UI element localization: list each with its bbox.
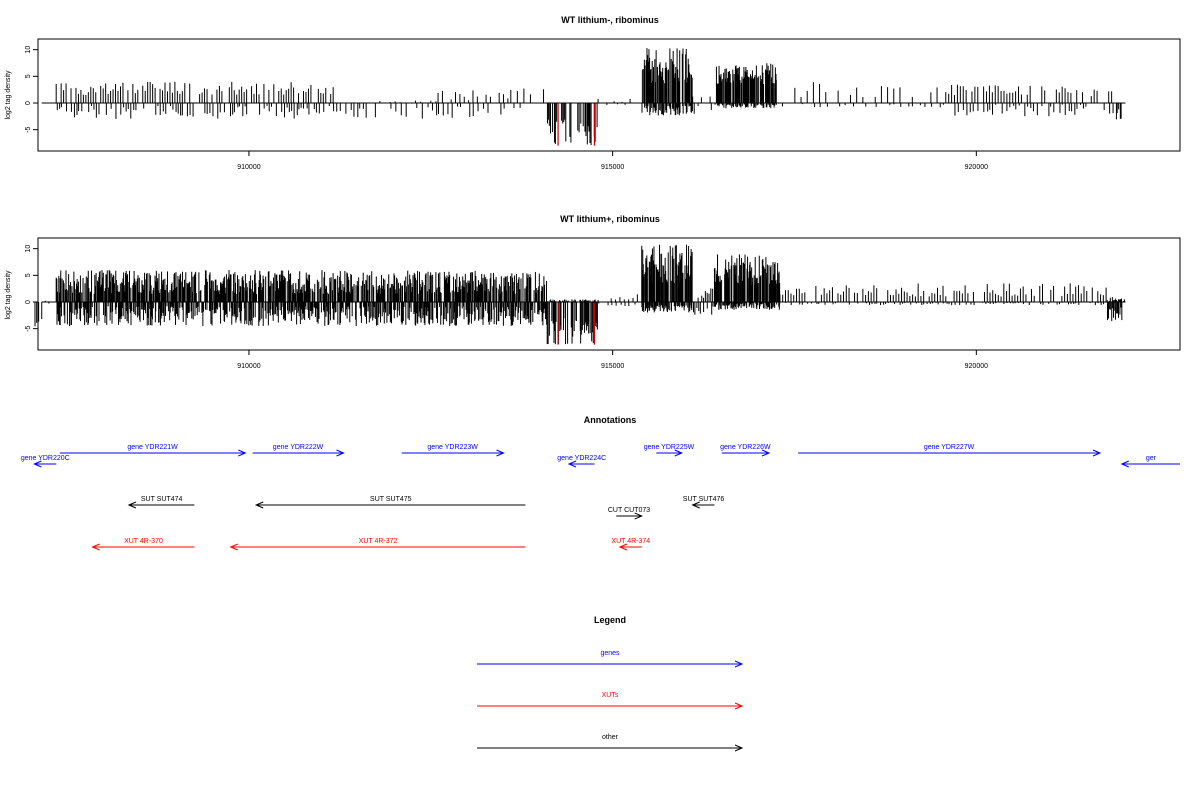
legend-label: XUTs [602,692,619,699]
legend-item-gene: genes [477,650,744,668]
y-tick-label: 0 [25,101,32,105]
feature-gene: gene YDR222W [252,444,345,457]
y-tick-label: -5 [25,126,32,132]
feature-arrow-head [127,501,137,509]
y-tick-label: 10 [25,46,32,54]
track-panel-lithium-plus: WT lithium+, ribominus log2 tag density … [5,214,1181,370]
feature-arrow-head [674,449,684,457]
legend-item-other: other [477,734,744,752]
legend-item-xut: XUTs [477,692,744,710]
feature-arrow-head [761,449,771,457]
feature-label: gene YDR224C [557,455,606,462]
feature-label: gene YDR226W [720,444,771,451]
feature-other: SUT SUT474 [127,496,195,509]
y-axis-label: log2 tag density [5,70,12,120]
feature-gene: gene YDR221W [59,444,247,457]
feature-arrow-head [238,449,247,457]
feature-label: SUT SUT475 [370,496,412,503]
feature-label: gene YDR222W [273,444,324,451]
feature-arrow-head [254,501,264,509]
feature-arrow-head [336,449,345,457]
feature-arrow-head [567,460,577,468]
feature-label: XUT 4R-374 [611,538,650,545]
feature-label: gene YDR225W [644,444,695,451]
legend-label: genes [600,650,620,657]
feature-arrow-head [691,501,700,509]
bar-series [41,48,1126,146]
feature-label: CUT CUT073 [608,507,650,514]
y-tick-label: 10 [25,245,32,253]
legend-label: other [602,734,619,741]
y-tick-label: 5 [25,74,32,78]
y-tick-label: -5 [25,325,32,331]
feature-other: CUT CUT073 [608,507,650,520]
panel-title: WT lithium-, ribominus [561,15,659,25]
feature-arrow-head [734,660,744,668]
feature-label: gene YDR221W [127,444,178,451]
x-axis: 910000 915000 920000 [237,151,988,171]
feature-arrow-head [734,744,744,752]
feature-arrow-head [1120,460,1130,468]
feature-label: SUT SUT474 [141,496,183,503]
feature-gene: gene YDR224C [557,455,606,468]
feature-gene: ger [1120,455,1180,468]
x-tick-label: 920000 [965,164,988,171]
x-tick-label: 915000 [601,164,624,171]
feature-label: ger [1146,455,1157,462]
feature-arrow-head [496,449,505,457]
bar-series [34,244,1126,345]
feature-xut: XUT 4R-374 [611,538,650,551]
y-axis: -5 0 5 10 [25,245,38,332]
feature-gene: gene YDR223W [401,444,505,457]
track-panel-lithium-minus: WT lithium-, ribominus log2 tag density … [5,15,1181,171]
feature-xut: XUT 4R-370 [91,538,195,551]
legend: Legend genes XUTs other [477,615,744,752]
y-axis: -5 0 5 10 [25,46,38,133]
x-tick-label: 910000 [237,363,260,370]
feature-arrow-head [1092,449,1102,457]
x-axis: 910000 915000 920000 [237,350,988,370]
legend-title: Legend [594,615,626,625]
feature-gene: gene YDR226W [720,444,771,457]
feature-other: SUT SUT476 [683,496,725,509]
annotations-title: Annotations [584,415,637,425]
legend-items: genes XUTs other [477,650,744,752]
feature-arrow-head [229,543,238,551]
feature-layer: gene YDR220C gene YDR221W gene YDR222W gene… [21,444,1180,551]
feature-gene: gene YDR225W [644,444,695,457]
y-tick-label: 5 [25,273,32,277]
feature-xut: XUT 4R-372 [229,538,526,551]
feature-label: SUT SUT476 [683,496,725,503]
feature-label: gene YDR223W [427,444,478,451]
feature-arrow-head [734,702,744,710]
panel-title: WT lithium+, ribominus [560,214,660,224]
feature-label: XUT 4R-370 [124,538,163,545]
feature-other: SUT SUT475 [254,496,526,509]
feature-arrow-head [634,512,644,520]
x-tick-label: 920000 [965,363,988,370]
plot-frame [37,38,1181,152]
feature-arrow-head [618,543,628,551]
feature-gene: gene YDR227W [798,444,1102,457]
feature-arrow-head [91,543,100,551]
x-tick-label: 910000 [237,164,260,171]
feature-label: XUT 4R-372 [359,538,398,545]
y-axis-label: log2 tag density [5,270,12,320]
plot-frame [37,237,1181,351]
feature-label: gene YDR220C [21,455,70,462]
x-tick-label: 915000 [601,363,624,370]
feature-label: gene YDR227W [924,444,975,451]
feature-gene: gene YDR220C [21,455,70,468]
y-tick-label: 0 [25,300,32,304]
feature-arrow-head [33,460,42,468]
